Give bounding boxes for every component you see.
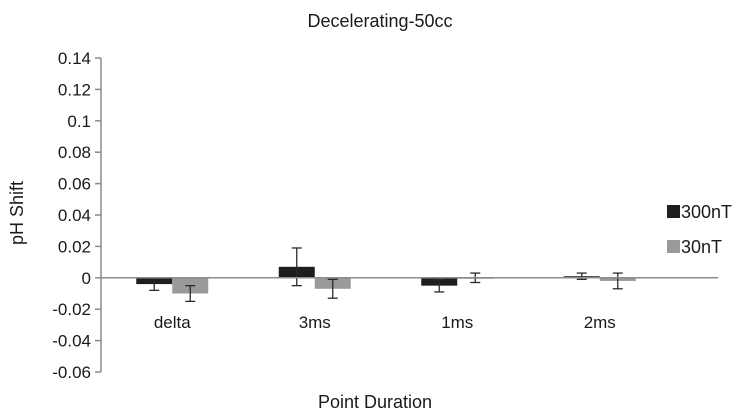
y-tick-label: 0.02 [58, 237, 91, 256]
legend-swatch [667, 240, 680, 253]
error-bar-300nT-1ms [434, 278, 445, 293]
y-tick-label: 0.06 [58, 175, 91, 194]
y-tick-label: 0 [82, 269, 91, 288]
y-tick-label: 0.12 [58, 80, 91, 99]
x-axis-title: Point Duration [318, 392, 432, 412]
x-tick-label: delta [154, 313, 191, 332]
legend-item: 30nT [667, 237, 722, 257]
x-tick-label: 2ms [584, 313, 616, 332]
legend-label: 30nT [681, 237, 722, 257]
y-tick-label: -0.02 [52, 300, 91, 319]
chart-title: Decelerating-50cc [307, 11, 452, 31]
legend-item: 300nT [667, 202, 732, 222]
legend: 300nT 30nT [667, 202, 732, 257]
y-tick-label: -0.04 [52, 332, 91, 351]
y-tick-label: 0.08 [58, 143, 91, 162]
legend-label: 300nT [681, 202, 732, 222]
y-tick-label: 0.1 [67, 112, 91, 131]
y-tick-label: -0.06 [52, 363, 91, 382]
error-bar-30nT-delta [185, 284, 196, 303]
x-tick-label: 3ms [299, 313, 331, 332]
bars [136, 247, 636, 303]
y-tick-label: 0.04 [58, 206, 91, 225]
error-bar-300nT-3ms [291, 247, 302, 287]
y-axis: 0.14 0.12 0.1 0.08 0.06 0.04 0.02 0 -0.02 -0.04 -0… [52, 49, 102, 382]
legend-swatch [667, 205, 680, 218]
error-bar-30nT-2ms [612, 272, 623, 290]
y-axis-title: pH Shift [7, 181, 27, 245]
x-tick-label: 1ms [441, 313, 473, 332]
error-bar-30nT-3ms [327, 278, 338, 299]
x-axis: delta 3ms 1ms 2ms [101, 277, 718, 332]
y-tick-label: 0.14 [58, 49, 91, 68]
